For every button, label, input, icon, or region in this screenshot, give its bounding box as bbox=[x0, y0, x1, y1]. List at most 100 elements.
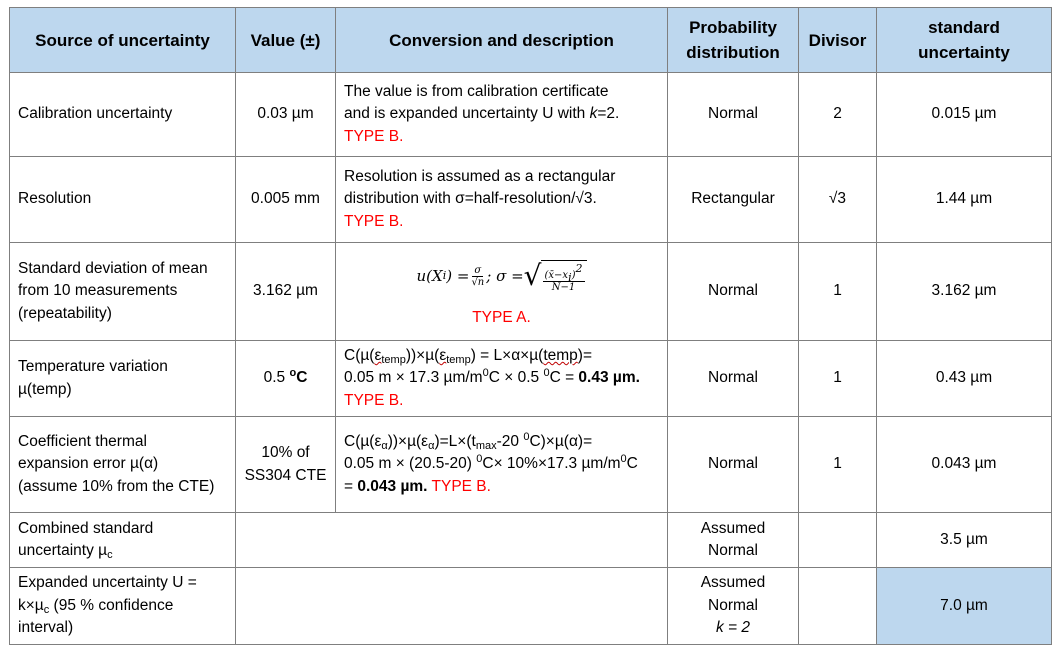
temp-f2-sup1: 0 bbox=[482, 367, 489, 380]
header-standard-line1: standard bbox=[928, 18, 1000, 37]
formula-num-end: ) bbox=[571, 269, 576, 281]
formula-numerator: (x̄−xi)2 bbox=[542, 263, 585, 283]
cte-divisor: 1 bbox=[798, 416, 877, 513]
repeatability-standard: 3.162 µm bbox=[876, 242, 1052, 341]
expanded-source-line2b: (95 % confidence bbox=[49, 596, 174, 614]
row-combined: Combined standard uncertainty µc Assumed… bbox=[9, 512, 1052, 568]
expanded-source-sub: c bbox=[43, 603, 50, 616]
calibration-desc-line2b: =2. bbox=[597, 105, 620, 123]
header-value: Value (±) bbox=[235, 7, 336, 73]
combined-source-line1: Combined standard bbox=[18, 519, 154, 537]
cte-value-line2: SS304 CTE bbox=[244, 466, 327, 484]
header-conversion: Conversion and description bbox=[335, 7, 668, 73]
formula-root-n: √n bbox=[471, 276, 485, 288]
resolution-desc-line1: Resolution is assumed as a rectangular bbox=[344, 167, 616, 185]
header-distribution-line1: Probability bbox=[689, 18, 777, 37]
formula-eq: ) = bbox=[446, 267, 470, 285]
calibration-type: TYPE B. bbox=[344, 127, 404, 145]
temp-f2-a: 0.05 m × 17.3 µm/m bbox=[344, 369, 483, 387]
temperature-divisor: 1 bbox=[798, 340, 877, 417]
temperature-source-line1: Temperature variation bbox=[18, 358, 168, 375]
cte-f1-e: C)×µ(α)= bbox=[529, 432, 593, 450]
temp-f2-result: 0.43 µm. bbox=[578, 369, 640, 387]
formula-variance: (x̄−xi)2 N−1 bbox=[542, 263, 585, 293]
temp-f2-sup2: 0 bbox=[543, 367, 550, 380]
expanded-empty-2 bbox=[335, 567, 668, 645]
temp-f1-eps2: εtemp bbox=[439, 347, 470, 366]
resolution-distribution: Rectangular bbox=[667, 156, 799, 243]
repeatability-value: 3.162 µm bbox=[235, 242, 336, 341]
resolution-type: TYPE B. bbox=[344, 212, 404, 230]
header-standard-line2: uncertainty bbox=[918, 43, 1010, 62]
combined-distribution: Assumed Normal bbox=[667, 512, 799, 568]
temperature-description: C(µ(εtemp))×µ(εtemp) = L×α×µ(temp)= 0.05… bbox=[335, 340, 668, 417]
temperature-source: Temperature variation µ(temp) bbox=[9, 340, 236, 417]
repeatability-source-line1: Standard deviation of mean bbox=[18, 259, 208, 277]
repeatability-formula: u(X i) = σ √n ; σ = √ (x̄−xi)2 N−1 bbox=[344, 259, 659, 293]
expanded-source-line2a: k×µ bbox=[18, 596, 44, 614]
combined-source: Combined standard uncertainty µc bbox=[9, 512, 236, 568]
row-expanded: Expanded uncertainty U = k×µc (95 % conf… bbox=[9, 567, 1052, 645]
cte-f3-a: = bbox=[344, 477, 358, 495]
cte-f1-sup: 0 bbox=[523, 430, 530, 443]
temp-f1-sub1: temp bbox=[381, 353, 406, 366]
combined-standard: 3.5 µm bbox=[876, 512, 1052, 568]
temperature-standard: 0.43 µm bbox=[876, 340, 1052, 417]
cte-f1-d: -20 bbox=[496, 432, 524, 450]
cte-value: 10% of SS304 CTE bbox=[235, 416, 336, 513]
temperature-value-num: 0.5 bbox=[263, 369, 290, 387]
formula-sigma: σ bbox=[472, 264, 484, 277]
combined-empty-divisor bbox=[798, 512, 877, 568]
cte-f1-c: )=L×(t bbox=[434, 432, 476, 450]
cte-source-line3: (assume 10% from the CTE) bbox=[18, 477, 215, 495]
temp-f1-a: C(µ( bbox=[344, 346, 375, 364]
calibration-distribution: Normal bbox=[667, 72, 799, 157]
cte-f2-a: 0.05 m × (20.5-20) bbox=[344, 455, 477, 473]
temperature-value: 0.5 oC bbox=[235, 340, 336, 417]
cte-source-line1: Coefficient thermal bbox=[18, 432, 147, 450]
header-source: Source of uncertainty bbox=[9, 7, 236, 73]
cte-f1-sub3: max bbox=[475, 439, 497, 452]
radical-sign-icon: √ bbox=[523, 259, 542, 293]
expanded-empty-divisor bbox=[798, 567, 877, 645]
row-calibration: Calibration uncertainty 0.03 µm The valu… bbox=[9, 72, 1052, 157]
temp-f1-b: ))×µ( bbox=[405, 346, 440, 364]
temp-f1-eps1-char: ε bbox=[374, 346, 382, 364]
temp-f1-temp: temp bbox=[543, 346, 578, 364]
row-repeatability: Standard deviation of mean from 10 measu… bbox=[9, 242, 1052, 341]
cte-f1-a: C(µ(ε bbox=[344, 432, 382, 450]
calibration-standard: 0.015 µm bbox=[876, 72, 1052, 157]
combined-empty-1 bbox=[235, 512, 336, 568]
temperature-value-unit: C bbox=[296, 369, 308, 387]
expanded-empty-1 bbox=[235, 567, 336, 645]
combined-source-line2: uncertainty µ bbox=[18, 542, 108, 559]
formula-num-text: (x̄−x bbox=[544, 269, 569, 281]
cte-f2-sup2: 0 bbox=[620, 453, 627, 466]
temperature-type: TYPE B. bbox=[344, 391, 404, 409]
resolution-standard: 1.44 µm bbox=[876, 156, 1052, 243]
cte-f1-sub2: α bbox=[428, 439, 435, 452]
expanded-distribution-line2: k = 2 bbox=[715, 619, 751, 637]
calibration-value: 0.03 µm bbox=[235, 72, 336, 157]
resolution-desc-line2: distribution with σ=half-resolution/√3. bbox=[344, 190, 597, 208]
formula-semi: ; σ = bbox=[486, 267, 524, 285]
repeatability-source: Standard deviation of mean from 10 measu… bbox=[9, 242, 236, 341]
formula-denominator: N−1 bbox=[551, 281, 576, 293]
uncertainty-budget-table: Source of uncertainty Value (±) Conversi… bbox=[9, 7, 1052, 645]
cte-value-line1: 10% of bbox=[261, 444, 310, 461]
expanded-distribution: Assumed Normal k = 2 bbox=[667, 567, 799, 645]
cte-distribution: Normal bbox=[667, 416, 799, 513]
expanded-source: Expanded uncertainty U = k×µc (95 % conf… bbox=[9, 567, 236, 645]
formula-lhs: u(X bbox=[416, 267, 443, 285]
cte-description: C(µ(εα))×µ(εα)=L×(tmax-20 0C)×µ(α)= 0.05… bbox=[335, 416, 668, 513]
cte-source-line2: expansion error µ(α) bbox=[18, 455, 159, 473]
row-cte: Coefficient thermal expansion error µ(α)… bbox=[9, 416, 1052, 513]
repeatability-source-line2: from 10 measurements bbox=[18, 282, 178, 300]
row-temperature: Temperature variation µ(temp) 0.5 oC C(µ… bbox=[9, 340, 1052, 417]
cte-f2-sup1: 0 bbox=[476, 453, 483, 466]
header-row: Source of uncertainty Value (±) Conversi… bbox=[9, 7, 1052, 73]
temp-f1-eps1: εtemp bbox=[374, 346, 406, 366]
expanded-distribution-line1: Assumed Normal bbox=[700, 574, 766, 614]
resolution-value: 0.005 mm bbox=[235, 156, 336, 243]
resolution-description: Resolution is assumed as a rectangular d… bbox=[335, 156, 668, 243]
